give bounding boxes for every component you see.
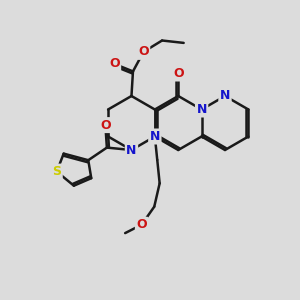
Text: O: O <box>138 45 149 58</box>
Text: O: O <box>136 218 147 231</box>
Text: N: N <box>196 103 207 116</box>
Text: N: N <box>126 143 137 157</box>
Text: S: S <box>52 165 61 178</box>
Text: N: N <box>150 130 160 143</box>
Text: O: O <box>109 57 120 70</box>
Text: N: N <box>220 89 230 103</box>
Text: O: O <box>100 118 111 132</box>
Text: O: O <box>173 67 184 80</box>
